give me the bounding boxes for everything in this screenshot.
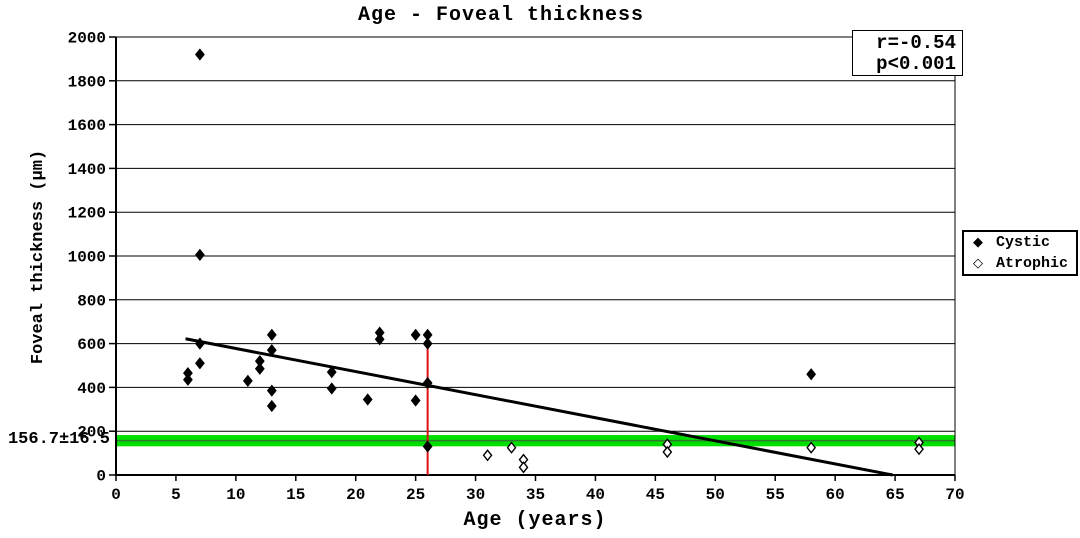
x-tick-label: 35 xyxy=(526,486,545,504)
stats-annotation-box: r=-0.54 p<0.001 xyxy=(852,30,963,76)
y-tick-label: 400 xyxy=(77,380,106,398)
reference-band-label: 156.7±16.5 xyxy=(7,430,110,449)
x-tick-label: 5 xyxy=(171,486,181,504)
x-tick-label: 65 xyxy=(885,486,904,504)
x-tick-label: 55 xyxy=(766,486,785,504)
x-tick-label: 70 xyxy=(945,486,964,504)
y-tick-label: 200 xyxy=(77,424,106,442)
x-tick-label: 10 xyxy=(226,486,245,504)
data-point-cystic xyxy=(806,368,817,381)
y-tick-label: 600 xyxy=(77,336,106,354)
data-point-cystic xyxy=(195,337,205,350)
data-point-cystic xyxy=(266,344,277,357)
data-point-cystic xyxy=(195,48,205,61)
y-tick-label: 800 xyxy=(77,292,106,310)
data-point-cystic xyxy=(410,394,421,407)
data-point-cystic xyxy=(410,328,421,341)
data-point-cystic xyxy=(422,337,433,350)
y-tick-label: 1400 xyxy=(68,161,106,179)
data-point-cystic xyxy=(195,357,205,370)
data-point-cystic xyxy=(422,376,433,390)
x-tick-label: 0 xyxy=(111,486,121,504)
x-tick-label: 20 xyxy=(346,486,365,504)
r-value-text: r=-0.54 xyxy=(876,32,956,54)
data-point-cystic xyxy=(183,373,193,386)
x-tick-label: 60 xyxy=(826,486,845,504)
data-point-cystic xyxy=(266,384,277,397)
data-point-atrophic xyxy=(662,445,673,459)
filled-diamond-icon: ◆ xyxy=(973,235,983,250)
data-point-cystic xyxy=(266,328,277,341)
p-value-text: p<0.001 xyxy=(876,53,956,75)
data-point-atrophic xyxy=(506,441,517,454)
y-tick-label: 1200 xyxy=(68,205,106,223)
data-point-atrophic xyxy=(482,449,493,462)
data-point-cystic xyxy=(195,248,205,262)
data-point-cystic xyxy=(374,333,385,346)
x-axis-title: Age (years) xyxy=(463,509,607,532)
legend-label-cystic: Cystic xyxy=(996,234,1051,251)
data-point-atrophic xyxy=(806,441,817,454)
data-point-cystic xyxy=(326,365,337,379)
x-tick-label: 15 xyxy=(286,486,305,504)
data-point-cystic xyxy=(266,399,277,413)
data-point-atrophic xyxy=(518,461,529,474)
y-tick-label: 1000 xyxy=(68,249,106,267)
y-tick-label: 1600 xyxy=(68,117,106,135)
x-tick-label: 25 xyxy=(406,486,425,504)
legend-box: ◆ Cystic ◇ Atrophic xyxy=(962,230,1078,276)
data-point-cystic xyxy=(362,393,373,406)
trend-line xyxy=(185,337,893,477)
y-tick-label: 2000 xyxy=(68,30,106,48)
data-point-cystic xyxy=(242,374,253,387)
y-tick-label: 1800 xyxy=(68,73,106,91)
chart-title: Age - Foveal thickness xyxy=(357,4,645,27)
legend-item-atrophic: ◇ Atrophic xyxy=(964,254,1076,273)
legend-item-cystic: ◆ Cystic xyxy=(964,233,1076,252)
x-tick-label: 45 xyxy=(646,486,665,504)
data-point-atrophic xyxy=(914,443,924,456)
x-tick-label: 40 xyxy=(586,486,605,504)
x-tick-label: 50 xyxy=(706,486,725,504)
open-diamond-icon: ◇ xyxy=(973,256,983,271)
y-axis-title: Foveal thickness (μm) xyxy=(29,149,48,365)
legend-label-atrophic: Atrophic xyxy=(996,255,1069,272)
y-tick-label: 0 xyxy=(96,468,106,486)
data-point-cystic xyxy=(254,362,265,375)
data-point-cystic xyxy=(326,382,337,395)
x-tick-label: 30 xyxy=(466,486,485,504)
data-point-cystic xyxy=(422,440,433,453)
